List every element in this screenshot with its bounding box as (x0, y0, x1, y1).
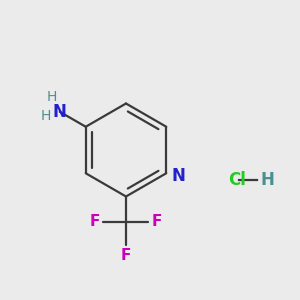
Text: H: H (260, 171, 274, 189)
Text: Cl: Cl (228, 171, 246, 189)
Text: F: F (152, 214, 163, 230)
Text: F: F (121, 248, 131, 263)
Text: N: N (172, 167, 185, 185)
Text: F: F (89, 214, 100, 230)
Text: H: H (40, 109, 50, 123)
Text: H: H (47, 90, 57, 104)
Text: N: N (53, 103, 67, 121)
